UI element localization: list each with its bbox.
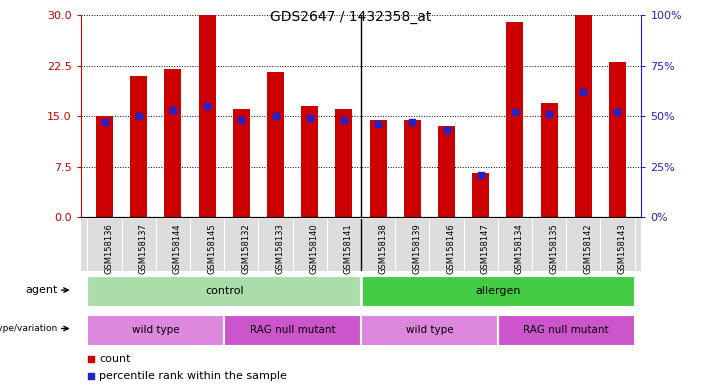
Point — [510, 109, 521, 115]
Bar — [506, 22, 524, 217]
Bar — [88, 276, 361, 307]
Text: GSM158147: GSM158147 — [481, 223, 490, 274]
Point — [304, 115, 315, 121]
Text: GSM158138: GSM158138 — [378, 223, 387, 274]
Text: count: count — [99, 354, 130, 364]
Bar — [361, 315, 498, 346]
Bar — [335, 109, 353, 217]
Point — [372, 121, 383, 127]
Text: GSM158135: GSM158135 — [549, 223, 558, 274]
Point — [578, 89, 589, 95]
Bar — [96, 116, 113, 217]
Text: RAG null mutant: RAG null mutant — [524, 324, 609, 334]
Text: RAG null mutant: RAG null mutant — [250, 324, 336, 334]
Point — [407, 119, 418, 125]
Point — [441, 127, 452, 133]
Bar — [540, 103, 557, 217]
Text: allergen: allergen — [475, 286, 521, 296]
Bar — [404, 119, 421, 217]
Text: GSM158144: GSM158144 — [173, 223, 182, 274]
Point — [201, 103, 212, 109]
Bar — [88, 315, 224, 346]
Text: GSM158134: GSM158134 — [515, 223, 524, 274]
Text: GSM158141: GSM158141 — [344, 223, 353, 274]
Point — [236, 117, 247, 123]
Point — [270, 113, 281, 119]
Point — [133, 113, 144, 119]
Text: GSM158146: GSM158146 — [447, 223, 456, 274]
Bar — [267, 73, 284, 217]
Text: wild type: wild type — [406, 324, 454, 334]
Point — [475, 172, 486, 178]
Bar — [361, 276, 634, 307]
Text: control: control — [205, 286, 243, 296]
Text: GSM158139: GSM158139 — [412, 223, 421, 274]
Text: GDS2647 / 1432358_at: GDS2647 / 1432358_at — [270, 10, 431, 23]
Bar — [301, 106, 318, 217]
Point — [339, 117, 350, 123]
Bar — [165, 69, 182, 217]
Text: percentile rank within the sample: percentile rank within the sample — [99, 371, 287, 381]
Point — [99, 119, 110, 125]
Bar — [472, 173, 489, 217]
Text: wild type: wild type — [132, 324, 179, 334]
Point — [447, 137, 458, 144]
Bar — [498, 315, 634, 346]
Point — [543, 111, 554, 117]
Text: GSM158133: GSM158133 — [275, 223, 285, 274]
Bar — [224, 315, 361, 346]
Bar — [609, 63, 626, 217]
Text: GSM158142: GSM158142 — [583, 223, 592, 274]
Text: GSM158143: GSM158143 — [618, 223, 627, 274]
Text: GSM158137: GSM158137 — [139, 223, 148, 274]
Text: agent: agent — [26, 285, 58, 295]
Text: genotype/variation: genotype/variation — [0, 324, 58, 333]
Bar — [130, 76, 147, 217]
Bar — [369, 119, 387, 217]
Bar — [233, 109, 250, 217]
Point — [168, 107, 179, 113]
Text: GSM158132: GSM158132 — [241, 223, 250, 274]
Bar — [438, 126, 455, 217]
Bar — [198, 15, 216, 217]
Bar — [575, 15, 592, 217]
Text: GSM158140: GSM158140 — [310, 223, 319, 274]
Point — [447, 295, 458, 301]
Point — [612, 109, 623, 115]
Text: GSM158145: GSM158145 — [207, 223, 216, 274]
Text: GSM158136: GSM158136 — [104, 223, 114, 274]
